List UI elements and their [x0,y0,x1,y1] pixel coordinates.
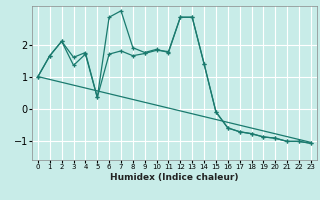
X-axis label: Humidex (Indice chaleur): Humidex (Indice chaleur) [110,173,239,182]
